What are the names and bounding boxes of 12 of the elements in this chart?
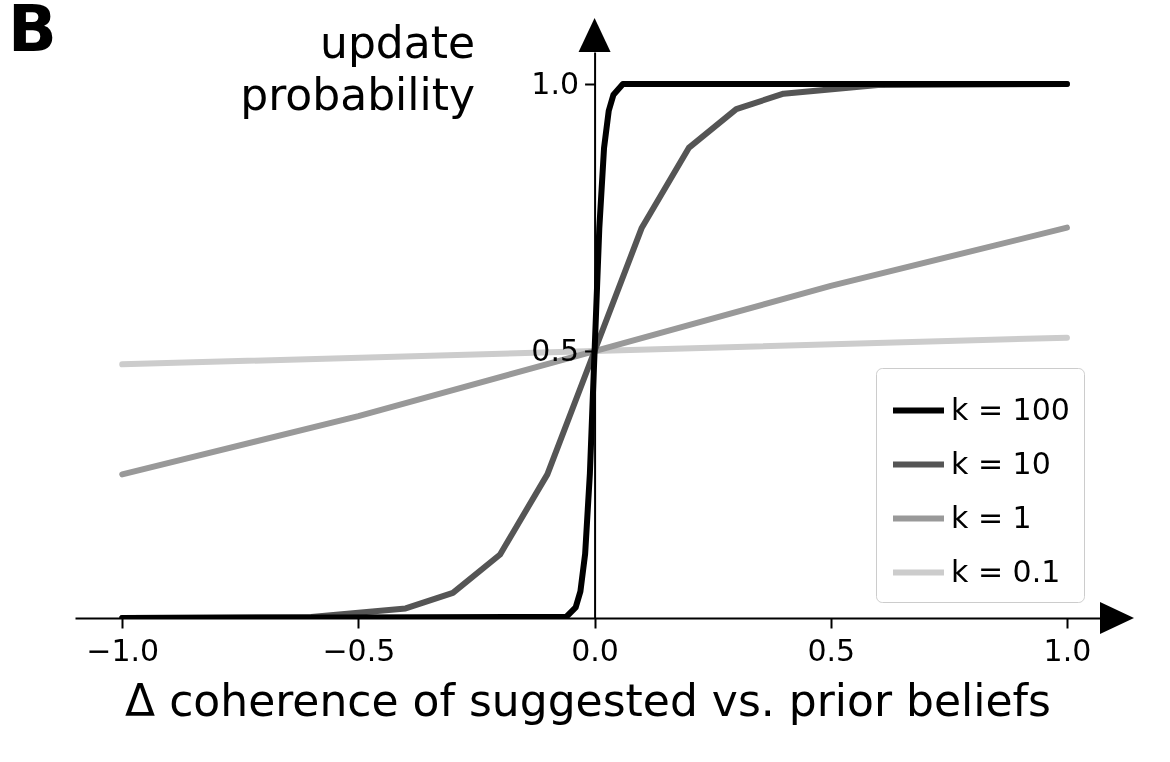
y-axis-title: update probability [240,16,476,120]
x-tick-label: 0.0 [571,632,619,668]
text: B [8,0,57,66]
x-tick-label: −1.0 [86,632,160,668]
x-tick-label: 0.5 [807,632,856,668]
legend-label: k = 0.1 [951,553,1061,589]
legend-label: k = 10 [951,445,1051,481]
x-tick-label: −0.5 [322,632,396,668]
legend-label: k = 1 [951,499,1032,535]
x-axis-title: Δ coherence of suggested vs. prior beliefs [125,674,1051,726]
legend-label: k = 100 [951,391,1070,427]
x-tick-label: 1.0 [1043,632,1092,668]
